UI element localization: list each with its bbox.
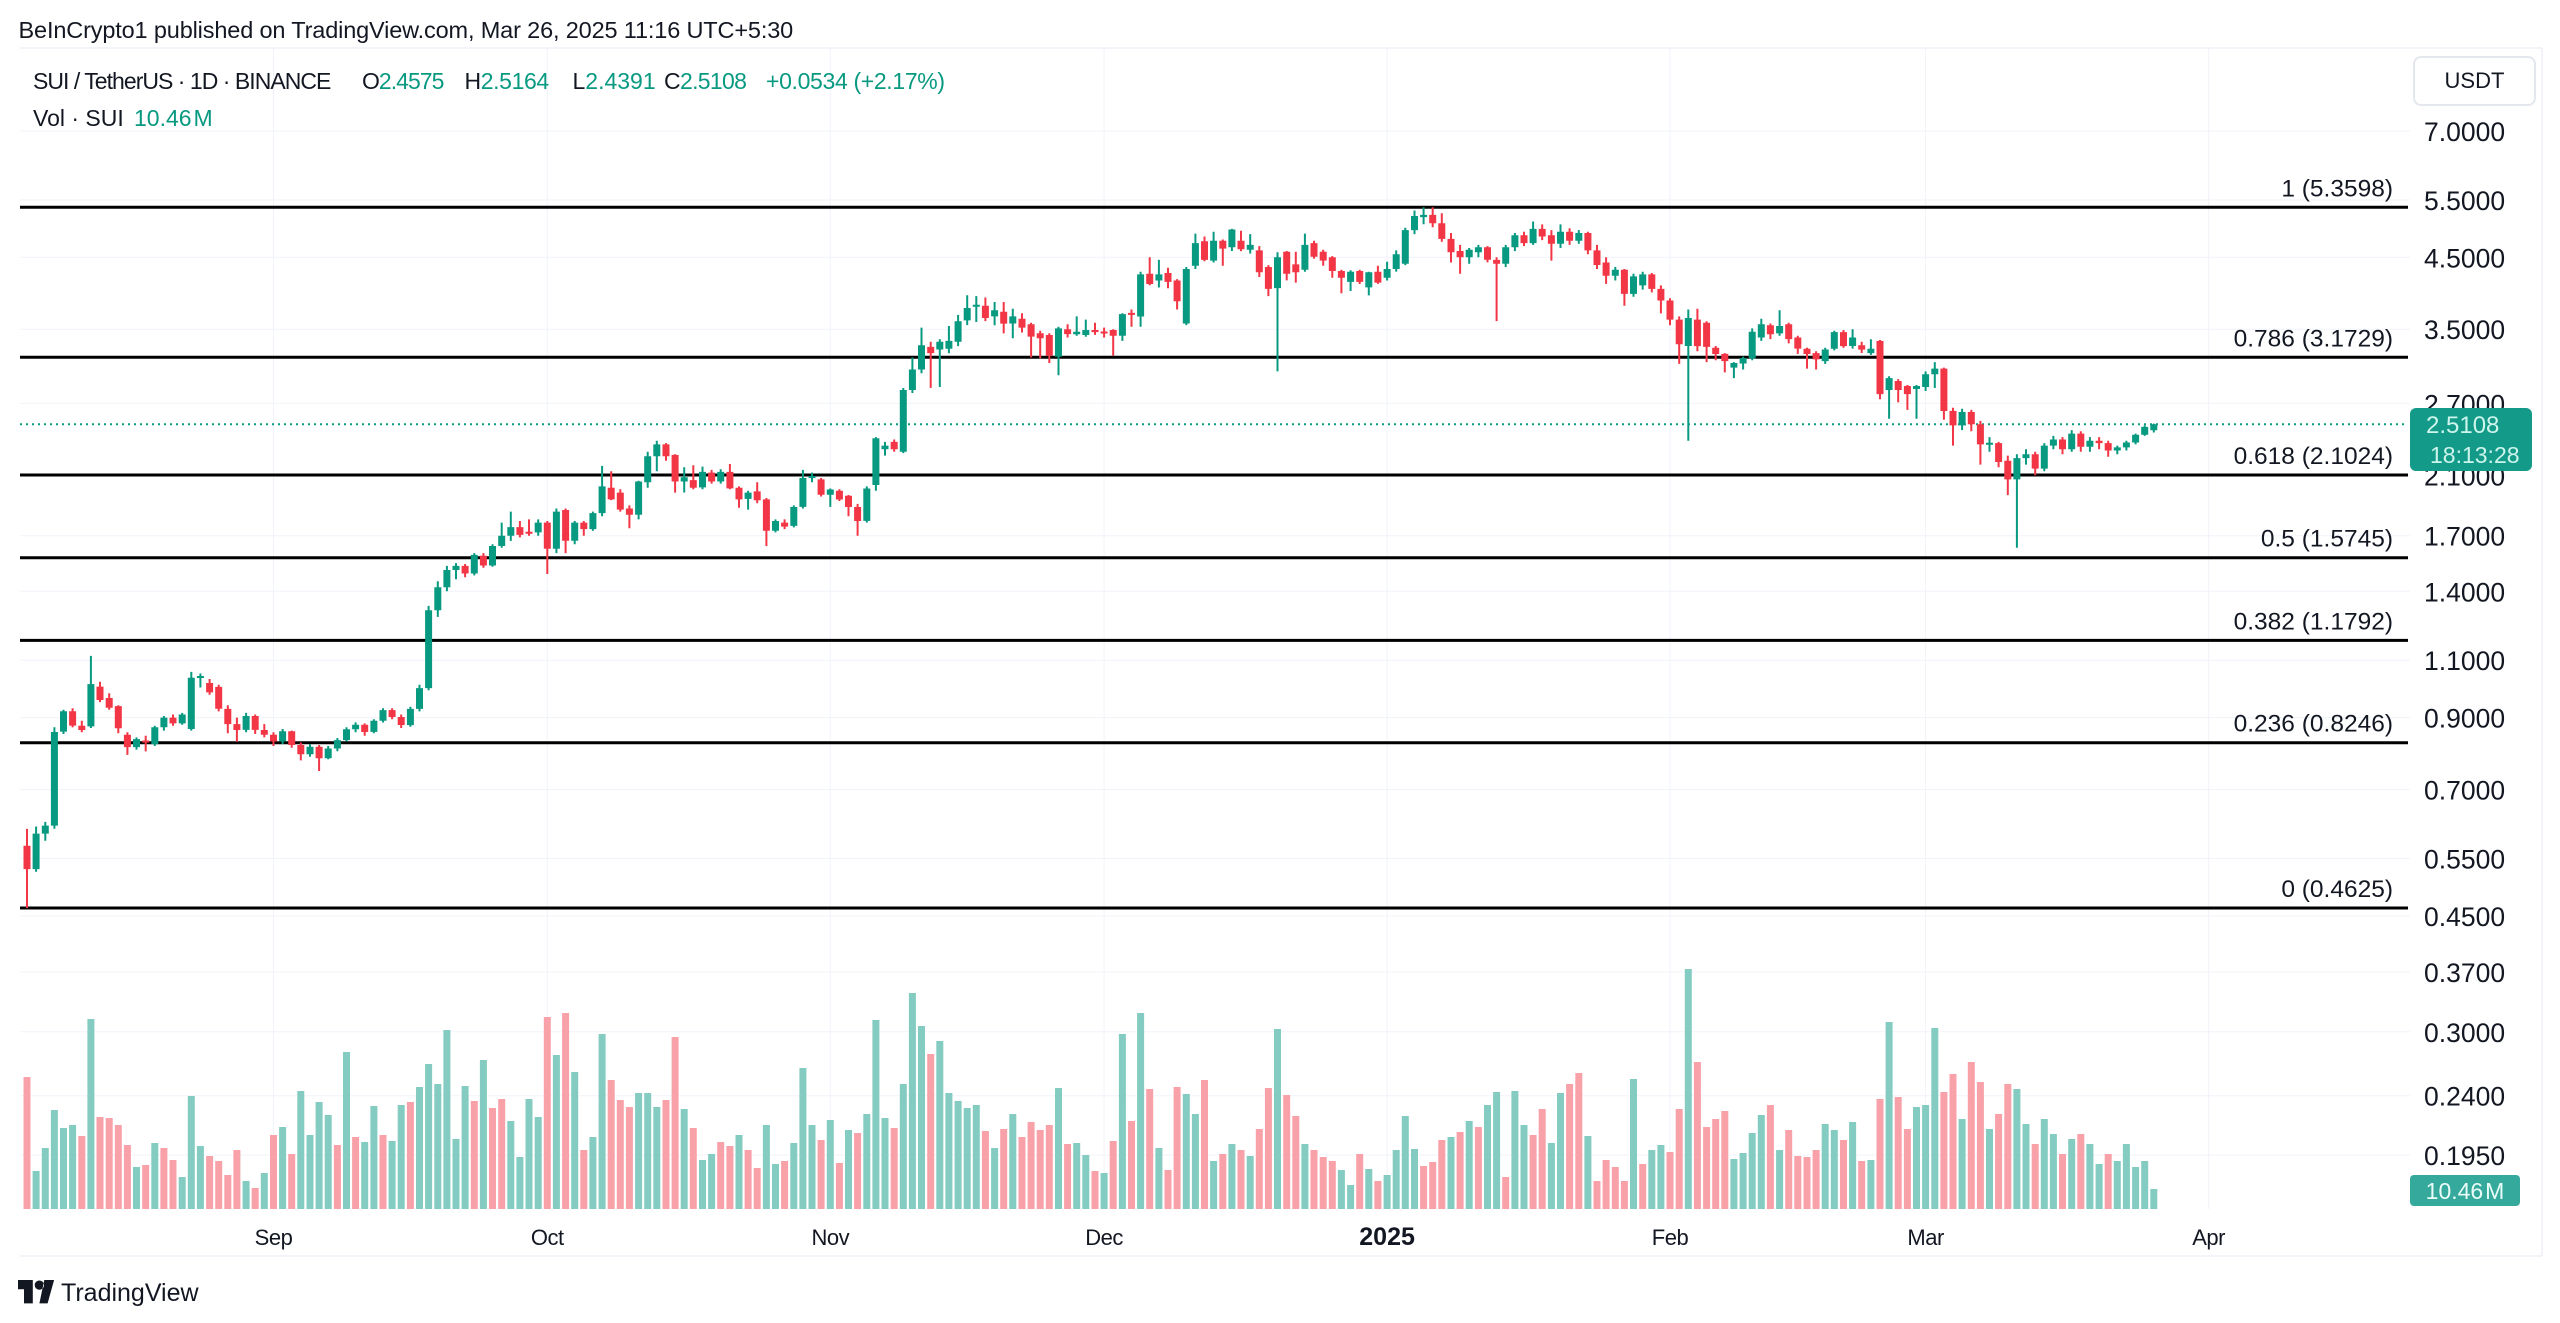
svg-text:0.4500: 0.4500: [2424, 902, 2505, 932]
svg-text:Oct: Oct: [531, 1225, 564, 1250]
svg-text:Nov: Nov: [811, 1225, 849, 1250]
svg-text:0.5500: 0.5500: [2424, 845, 2505, 875]
svg-text:Sep: Sep: [255, 1225, 293, 1250]
svg-text:10.46 M: 10.46 M: [134, 105, 213, 131]
svg-text:+0.0534 (+2.17%): +0.0534 (+2.17%): [766, 68, 945, 94]
svg-text:0.5 (1.5745): 0.5 (1.5745): [2261, 526, 2393, 553]
svg-text:0.2400: 0.2400: [2424, 1082, 2505, 1112]
svg-text:Dec: Dec: [1085, 1225, 1123, 1250]
svg-text:TradingView: TradingView: [61, 1279, 200, 1307]
svg-text:1.4000: 1.4000: [2424, 577, 2505, 607]
svg-text:USDT: USDT: [2445, 68, 2505, 93]
svg-text:BeInCrypto1 published on Tradi: BeInCrypto1 published on TradingView.com…: [19, 17, 794, 43]
svg-text:7.0000: 7.0000: [2424, 117, 2505, 147]
svg-text:0 (0.4625): 0 (0.4625): [2281, 876, 2393, 903]
svg-text:C2.5108: C2.5108: [664, 68, 746, 94]
svg-text:H2.5164: H2.5164: [465, 68, 550, 94]
svg-text:0.236 (0.8246): 0.236 (0.8246): [2234, 711, 2393, 738]
svg-text:5.5000: 5.5000: [2424, 186, 2505, 216]
svg-text:10.46 M: 10.46 M: [2426, 1178, 2505, 1204]
svg-text:0.3700: 0.3700: [2424, 958, 2505, 988]
svg-text:Feb: Feb: [1652, 1225, 1689, 1250]
svg-text:3.5000: 3.5000: [2424, 315, 2505, 345]
svg-text:4.5000: 4.5000: [2424, 243, 2505, 273]
svg-text:0.618 (2.1024): 0.618 (2.1024): [2234, 443, 2393, 470]
svg-text:0.382 (1.1792): 0.382 (1.1792): [2234, 608, 2393, 635]
svg-text:0.1950: 0.1950: [2424, 1141, 2505, 1171]
svg-text:SUI / TetherUS · 1D · BINANCE: SUI / TetherUS · 1D · BINANCE: [33, 68, 331, 94]
svg-text:0.9000: 0.9000: [2424, 704, 2505, 734]
svg-text:2025: 2025: [1359, 1223, 1415, 1251]
svg-text:Apr: Apr: [2192, 1225, 2225, 1250]
svg-text:1 (5.3598): 1 (5.3598): [2281, 175, 2393, 202]
svg-text:Mar: Mar: [1907, 1225, 1944, 1250]
svg-text:Vol · SUI: Vol · SUI: [33, 105, 124, 131]
svg-text:1.7000: 1.7000: [2424, 522, 2505, 552]
svg-text:2.5108: 2.5108: [2426, 412, 2499, 439]
svg-text:18:13:28: 18:13:28: [2430, 442, 2520, 468]
svg-text:0.3000: 0.3000: [2424, 1018, 2505, 1048]
svg-text:L2.4391: L2.4391: [573, 68, 656, 94]
svg-text:0.7000: 0.7000: [2424, 776, 2505, 806]
svg-text:O2.4575: O2.4575: [362, 68, 444, 94]
svg-text:0.786 (3.1729): 0.786 (3.1729): [2234, 325, 2393, 352]
svg-text:1.1000: 1.1000: [2424, 646, 2505, 676]
